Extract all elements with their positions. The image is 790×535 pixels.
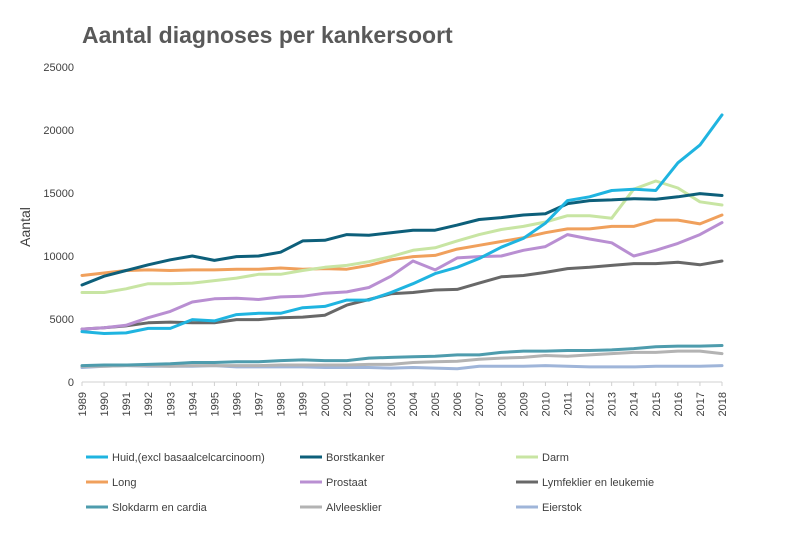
x-tick-label: 2008	[496, 392, 508, 416]
y-tick-label: 20000	[43, 125, 74, 137]
y-axis-label: Aantal	[17, 207, 33, 247]
x-tick-label: 2000	[320, 392, 332, 416]
x-tick-label: 2001	[342, 392, 354, 416]
x-tick-label: 1994	[187, 392, 199, 416]
x-tick-label: 2011	[563, 392, 575, 416]
x-tick-label: 2014	[629, 392, 641, 416]
legend-label: Alvleesklier	[326, 502, 382, 514]
legend-label: Darm	[542, 452, 569, 464]
series-line-8	[80, 349, 724, 368]
series-line-1	[80, 113, 724, 335]
series-line-7	[80, 344, 724, 368]
x-tick-label: 1990	[99, 392, 111, 416]
legend: Huid,(excl basaalcelcarcinoom) Borstkanke…	[86, 452, 654, 514]
x-tick-label: 2013	[607, 392, 619, 416]
x-tick-label: 1997	[254, 392, 266, 416]
y-tick-label: 5000	[50, 314, 74, 326]
x-tick-label: 1995	[209, 392, 221, 416]
y-tick-label: 25000	[43, 62, 74, 74]
x-tick-label: 2010	[540, 392, 552, 416]
series-line-5	[80, 221, 724, 331]
x-tick-label: 2002	[364, 392, 376, 416]
x-tick-label: 2017	[695, 392, 707, 416]
series-line-2	[80, 192, 724, 287]
x-tick-label: 1996	[231, 392, 243, 416]
x-tick-label: 1993	[165, 392, 177, 416]
legend-label: Eierstok	[542, 502, 582, 514]
legend-label: Huid,(excl basaalcelcarcinoom)	[112, 452, 265, 464]
y-axis-ticks: 0 5000 10000 15000 20000 25000	[43, 62, 74, 389]
x-tick-label: 2012	[585, 392, 597, 416]
series-lines	[80, 113, 724, 371]
y-tick-label: 0	[68, 377, 74, 389]
series-line-6	[80, 259, 724, 331]
x-tick-label: 1999	[298, 392, 310, 416]
legend-label: Long	[112, 477, 136, 489]
legend-label: Prostaat	[326, 477, 367, 489]
x-tick-label: 2007	[474, 392, 486, 416]
x-tick-label: 2006	[452, 392, 464, 416]
series-line-3	[80, 179, 724, 294]
x-tick-label: 2009	[518, 392, 530, 416]
x-tick-label: 1992	[143, 392, 155, 416]
x-axis-ticks: 1989 1990 1991 1992 1993 1994 1995 1996 1997 1998…	[77, 382, 729, 416]
y-tick-label: 15000	[43, 188, 74, 200]
series-line-4	[80, 213, 724, 277]
legend-label: Slokdarm en cardia	[112, 502, 208, 514]
x-tick-label: 2005	[430, 392, 442, 416]
x-tick-label: 2015	[651, 392, 663, 416]
x-tick-label: 1989	[77, 392, 89, 416]
x-tick-label: 2003	[386, 392, 398, 416]
chart-title: Aantal diagnoses per kankersoort	[82, 22, 453, 48]
x-tick-label: 1991	[121, 392, 133, 416]
y-tick-label: 10000	[43, 251, 74, 263]
x-tick-label: 2016	[673, 392, 685, 416]
x-tick-label: 2004	[408, 392, 420, 416]
x-tick-label: 1998	[276, 392, 288, 416]
x-tick-label: 2018	[717, 392, 729, 416]
legend-label: Lymfeklier en leukemie	[542, 477, 654, 489]
legend-label: Borstkanker	[326, 452, 385, 464]
